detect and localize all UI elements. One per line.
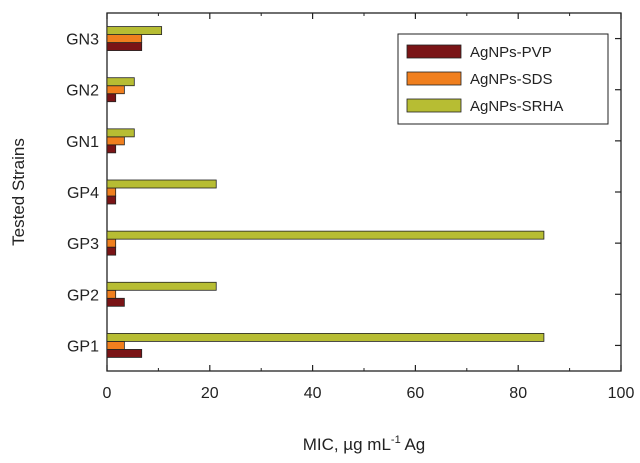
legend-swatch — [406, 71, 462, 86]
legend-label: AgNPs-SDS — [470, 71, 553, 88]
y-tick-label: GP4 — [67, 185, 99, 202]
x-tick-label: 80 — [509, 385, 527, 402]
bar — [106, 34, 143, 43]
y-tick-label: GP3 — [67, 236, 99, 253]
bar — [106, 349, 143, 358]
y-tick-labels: GP1 GP2 GP3 GP4 GN1 GN2 GN3 — [66, 32, 99, 356]
x-tick-label: 20 — [201, 385, 219, 402]
y-tick-label: GN3 — [66, 32, 99, 49]
bar — [106, 179, 217, 189]
bar — [106, 195, 117, 205]
bar — [106, 230, 545, 240]
bar — [106, 26, 163, 35]
y-tick-label: GP2 — [67, 287, 99, 304]
bar — [106, 77, 135, 87]
x-tick-labels: 0 20 40 60 80 100 — [103, 385, 635, 402]
y-tick-label: GP1 — [67, 338, 99, 355]
x-tick-label: 0 — [103, 385, 112, 402]
bar — [106, 136, 125, 146]
legend-swatch — [406, 98, 462, 113]
bar — [106, 341, 125, 350]
bar — [106, 93, 117, 103]
legend-label: AgNPs-PVP — [470, 44, 552, 61]
bar — [106, 128, 135, 138]
x-tick-label: 40 — [304, 385, 322, 402]
bars — [106, 26, 545, 358]
x-tick-label: 100 — [608, 385, 635, 402]
legend-label: AgNPs-SRHA — [470, 98, 563, 115]
bar — [106, 281, 217, 291]
x-axis-title: MIC, µg mL-1 Ag — [303, 434, 426, 454]
bar — [106, 297, 125, 307]
bar — [106, 144, 117, 154]
bar — [106, 246, 117, 256]
legend: AgNPs-PVP AgNPs-SDS AgNPs-SRHA — [397, 33, 609, 125]
y-tick-label: GN2 — [66, 83, 99, 100]
bar — [106, 333, 545, 342]
y-tick-label: GN1 — [66, 134, 99, 151]
bar — [106, 289, 117, 299]
legend-swatch — [406, 44, 462, 59]
bar — [106, 238, 117, 248]
x-tick-label: 60 — [407, 385, 425, 402]
bar — [106, 42, 143, 51]
y-axis-title: Tested Strains — [9, 138, 28, 246]
bar — [106, 187, 117, 197]
bar — [106, 85, 125, 95]
